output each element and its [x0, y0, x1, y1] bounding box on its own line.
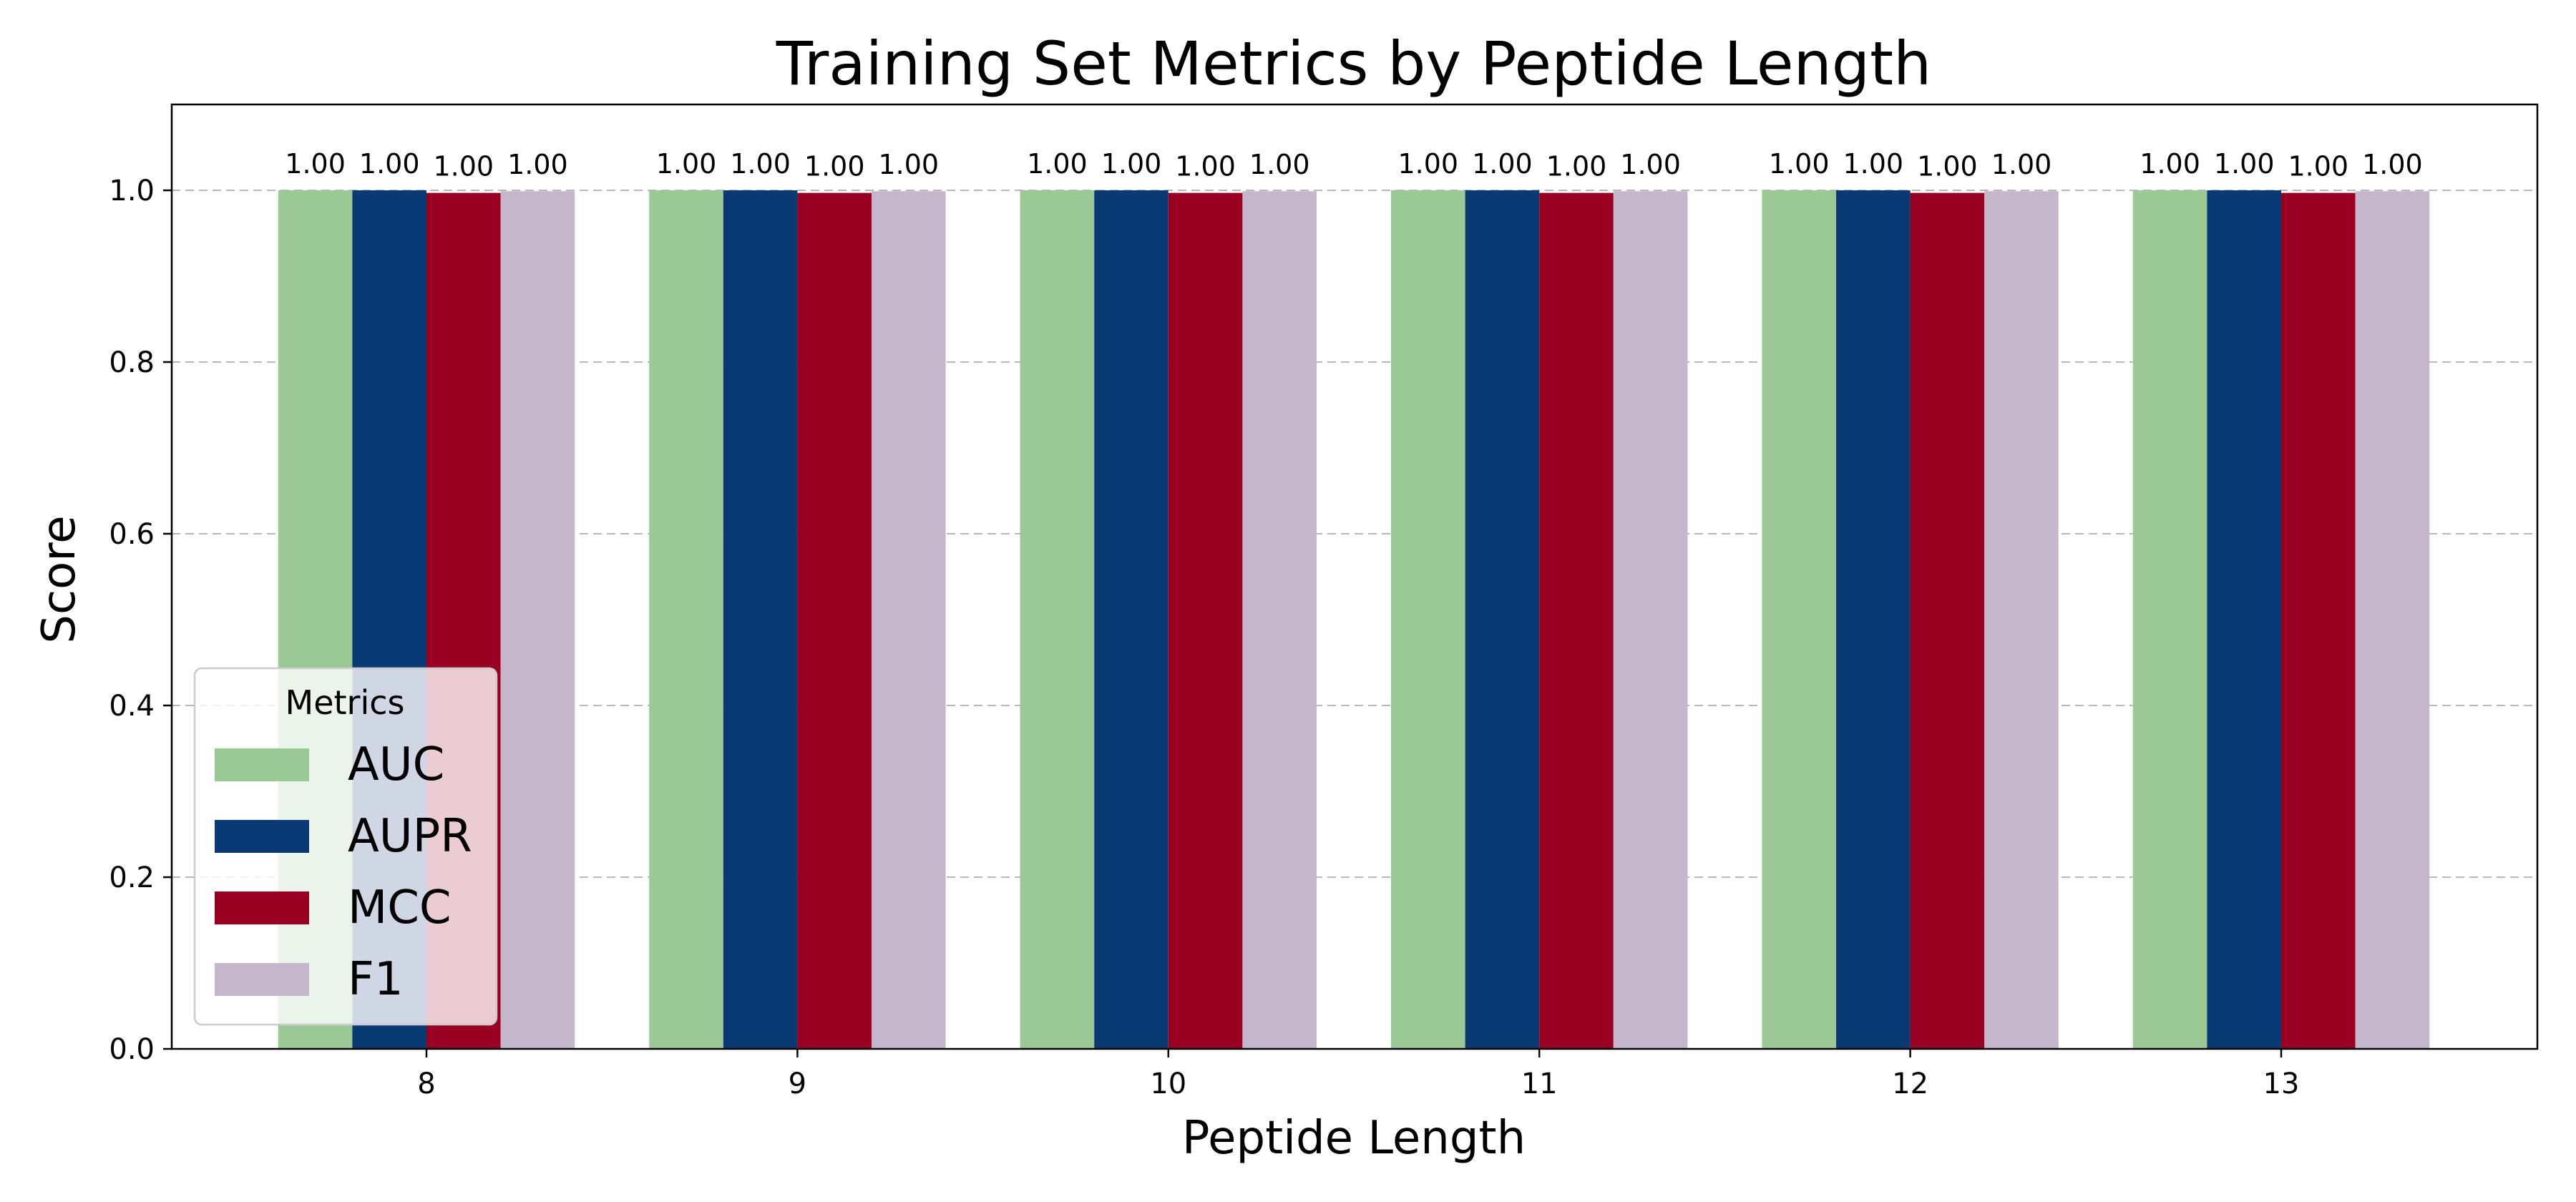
data-label: 1.00 — [1175, 151, 1236, 182]
data-label: 1.00 — [2362, 149, 2423, 180]
data-label: 1.00 — [1843, 148, 1903, 180]
y-axis-label: Score — [33, 515, 86, 643]
bar-aupr — [2207, 190, 2281, 1049]
data-label: 1.00 — [804, 151, 865, 182]
x-tick-label: 12 — [1892, 1067, 1928, 1100]
legend-swatch-mcc — [215, 891, 309, 924]
data-label: 1.00 — [878, 149, 939, 180]
data-label: 1.00 — [1769, 148, 1830, 180]
data-label: 1.00 — [1472, 148, 1533, 180]
plot-frame — [170, 103, 2539, 1050]
bar-auc — [1762, 190, 1836, 1049]
x-axis-label: Peptide Length — [1182, 1112, 1526, 1165]
data-label: 1.00 — [1101, 148, 1162, 180]
bar-f1 — [500, 191, 575, 1050]
data-label: 1.00 — [1027, 148, 1088, 180]
bar-aupr — [1465, 190, 1540, 1049]
data-label: 1.00 — [1620, 149, 1681, 180]
chart-title: Training Set Metrics by Peptide Length — [776, 29, 1932, 99]
bar-mcc — [1539, 192, 1614, 1050]
legend-label-f1: F1 — [348, 953, 404, 1006]
y-tick-label: 0.2 — [109, 861, 155, 894]
data-label: 1.00 — [1546, 151, 1607, 182]
data-label: 1.00 — [730, 148, 791, 180]
data-label: 1.00 — [2288, 151, 2348, 182]
data-label: 1.00 — [2214, 148, 2275, 180]
data-label: 1.00 — [1991, 149, 2052, 180]
bar-mcc — [1910, 192, 1985, 1050]
data-label: 1.00 — [656, 148, 717, 180]
data-labels-layer: 1.00 1.00 1.00 1.00 1.00 1.00 1.00 1.00 1.00 1.00… — [285, 148, 2422, 182]
y-tick-label: 0.8 — [109, 346, 155, 379]
data-label: 1.00 — [359, 148, 420, 180]
bar-auc — [649, 190, 723, 1049]
x-tick-label: 8 — [417, 1067, 435, 1100]
data-label: 1.00 — [285, 148, 346, 180]
data-label: 1.00 — [1249, 149, 1310, 180]
bar-auc — [2132, 190, 2207, 1049]
bar-aupr — [723, 190, 798, 1049]
x-tick-label: 9 — [789, 1067, 806, 1100]
data-label: 1.00 — [1917, 151, 1978, 182]
x-tick-label: 11 — [1521, 1067, 1558, 1100]
y-tick-label: 0.4 — [109, 690, 155, 723]
bar-f1 — [1984, 191, 2059, 1050]
bar-aupr — [1836, 190, 1911, 1049]
data-label: 1.00 — [433, 151, 494, 182]
legend-swatch-auc — [215, 748, 309, 781]
bar-auc — [1391, 190, 1465, 1049]
bar-mcc — [2281, 192, 2356, 1050]
y-tick-label: 1.0 — [109, 175, 155, 207]
bar-mcc — [1168, 192, 1243, 1050]
data-label: 1.00 — [2140, 148, 2200, 180]
legend-label-auc: AUC — [348, 738, 444, 791]
legend-label-mcc: MCC — [348, 881, 452, 934]
legend-swatch-f1 — [215, 963, 309, 996]
data-label: 1.00 — [1397, 148, 1458, 180]
bar-f1 — [2355, 191, 2430, 1050]
bar-auc — [1020, 190, 1095, 1049]
x-tick-label: 13 — [2263, 1067, 2300, 1100]
legend-label-aupr: AUPR — [348, 810, 472, 863]
bar-f1 — [872, 191, 946, 1050]
data-label: 1.00 — [507, 149, 568, 180]
bar-f1 — [1613, 191, 1688, 1050]
y-tick-label: 0.0 — [109, 1033, 155, 1066]
y-tick-label: 0.6 — [109, 518, 155, 551]
legend: Metrics AUC AUPR MCC F1 — [193, 667, 498, 1026]
legend-title: Metrics — [286, 683, 405, 722]
bar-mcc — [797, 192, 872, 1050]
legend-swatch-aupr — [215, 820, 309, 853]
axes-layer: 0.0 0.2 0.4 0.6 0.8 1.0 8 9 10 11 12 13 — [109, 175, 2299, 1100]
bar-aupr — [1094, 190, 1169, 1049]
bar-f1 — [1242, 191, 1317, 1050]
x-tick-label: 10 — [1150, 1067, 1186, 1100]
